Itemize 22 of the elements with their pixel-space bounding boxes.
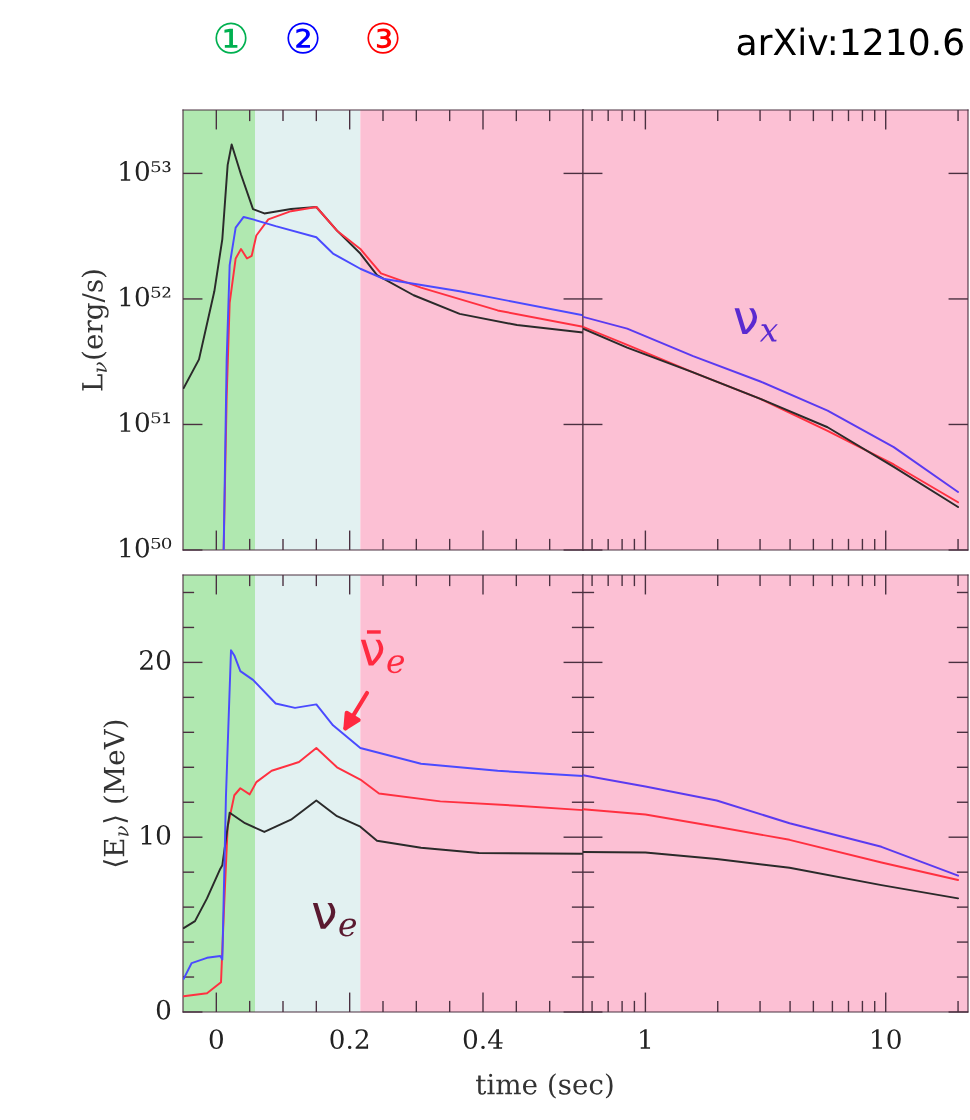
y-tick-label: 20 <box>140 650 171 671</box>
text: ② <box>287 22 319 54</box>
y-axis-title: ⟨E$_{ν}$⟩ (MeV) <box>103 720 129 867</box>
y-tick-label: 10⁵² <box>120 286 171 307</box>
annotation: ν$_{e}$ <box>312 902 357 937</box>
text: ① <box>215 22 247 54</box>
y-tick-label: 10⁵³ <box>120 161 171 182</box>
y-axis-title: L$_{ν}$(erg/s) <box>81 270 109 391</box>
annotation: ν$_{x}$ <box>734 308 778 342</box>
annotation: ν̄$_{e}$ <box>360 630 405 674</box>
x-tick-label: 0.2 <box>330 1029 369 1050</box>
y-tick-label: 0 <box>156 999 171 1020</box>
y-tick-label: 10 <box>141 824 171 845</box>
x-tick-label: 10 <box>872 1029 901 1050</box>
x-axis-title: time (sec) <box>476 1073 613 1099</box>
x-tick-label: 1 <box>640 1029 651 1049</box>
x-tick-label: 0.4 <box>463 1029 503 1050</box>
y-tick-label: 10⁵⁰ <box>120 537 172 558</box>
x-tick-label: 0 <box>209 1029 223 1050</box>
text: arXiv:1210.6 <box>737 27 963 56</box>
text: ③ <box>367 22 399 54</box>
y-tick-label: 10⁵¹ <box>120 412 170 433</box>
